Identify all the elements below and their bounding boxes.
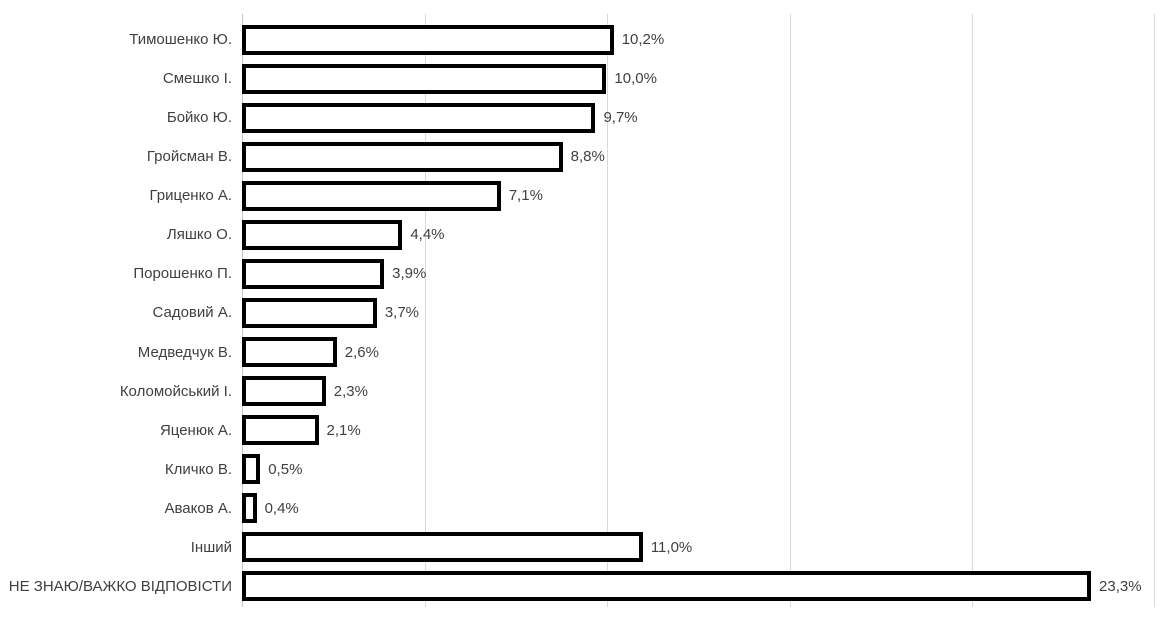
category-cell: НЕ ЗНАЮ/ВАЖКО ВІДПОВІСТИ bbox=[0, 578, 242, 595]
bar bbox=[242, 532, 643, 563]
bar bbox=[242, 337, 337, 368]
bar-row: Гройсман В. 8,8% bbox=[0, 137, 1153, 176]
value-label: 0,5% bbox=[268, 460, 303, 478]
bar bbox=[242, 376, 326, 407]
category-cell: Аваков А. bbox=[0, 500, 242, 517]
bar-row: Ляшко О. 4,4% bbox=[0, 215, 1153, 254]
value-label: 10,0% bbox=[614, 70, 657, 88]
bar-row: Порошенко П. 3,9% bbox=[0, 254, 1153, 293]
gridline bbox=[425, 14, 427, 607]
bar-row: Інший 11,0% bbox=[0, 528, 1153, 567]
category-cell: Тимошенко Ю. bbox=[0, 31, 242, 48]
category-cell: Смешко І. bbox=[0, 70, 242, 87]
bar-cell: 7,1% bbox=[242, 176, 1153, 215]
value-label: 8,8% bbox=[570, 148, 605, 166]
value-label: 23,3% bbox=[1099, 577, 1142, 595]
value-label: 3,7% bbox=[384, 304, 420, 322]
bar-row: Смешко І. 10,0% bbox=[0, 59, 1153, 98]
bar-cell: 2,3% bbox=[242, 372, 1153, 411]
bar-cell: 10,2% bbox=[242, 20, 1153, 59]
bar-cell: 4,4% bbox=[242, 215, 1153, 254]
category-label: Аваков А. bbox=[164, 499, 232, 517]
category-label: Ляшко О. bbox=[166, 226, 232, 244]
category-cell: Гройсман В. bbox=[0, 148, 242, 165]
gridline bbox=[1154, 14, 1155, 607]
category-label: Медведчук В. bbox=[137, 343, 232, 361]
value-label: 10,2% bbox=[621, 31, 665, 49]
category-label: Порошенко П. bbox=[133, 265, 232, 283]
category-label: Гройсман В. bbox=[146, 148, 232, 166]
gridline bbox=[789, 14, 791, 607]
bar-cell: 9,7% bbox=[242, 98, 1153, 137]
category-label: Коломойський І. bbox=[119, 382, 232, 400]
value-label: 2,3% bbox=[333, 382, 368, 400]
category-label: Смешко І. bbox=[162, 70, 232, 88]
category-cell: Коломойський І. bbox=[0, 383, 242, 400]
bar-cell: 8,8% bbox=[242, 137, 1153, 176]
bar-row: Бойко Ю. 9,7% bbox=[0, 98, 1153, 137]
category-cell: Медведчук В. bbox=[0, 344, 242, 361]
category-cell: Інший bbox=[0, 539, 242, 556]
bar-row: Садовий А. 3,7% bbox=[0, 293, 1153, 332]
bar bbox=[242, 141, 563, 172]
category-cell: Гриценко А. bbox=[0, 187, 242, 204]
bar bbox=[242, 63, 607, 94]
bar bbox=[242, 24, 614, 55]
category-cell: Кличко В. bbox=[0, 461, 242, 478]
category-label: НЕ ЗНАЮ/ВАЖКО ВІДПОВІСТИ bbox=[8, 577, 232, 595]
category-cell: Бойко Ю. bbox=[0, 109, 242, 126]
bar bbox=[242, 102, 596, 133]
category-cell: Ляшко О. bbox=[0, 226, 242, 243]
bar bbox=[242, 219, 403, 250]
bar-cell: 2,6% bbox=[242, 333, 1153, 372]
value-label: 4,4% bbox=[410, 226, 445, 244]
bar-cell: 0,4% bbox=[242, 489, 1153, 528]
bar-cell: 3,9% bbox=[242, 254, 1153, 293]
bar-row: Яценюк А. 2,1% bbox=[0, 411, 1153, 450]
bar-cell: 0,5% bbox=[242, 450, 1153, 489]
gridline bbox=[607, 14, 609, 607]
value-label: 2,1% bbox=[326, 421, 361, 439]
bar-row: Аваков А. 0,4% bbox=[0, 489, 1153, 528]
bar bbox=[242, 297, 377, 328]
value-label: 0,4% bbox=[264, 499, 299, 517]
category-label: Бойко Ю. bbox=[166, 109, 232, 127]
category-cell: Яценюк А. bbox=[0, 422, 242, 439]
bar bbox=[242, 415, 319, 446]
category-label: Гриценко А. bbox=[149, 187, 232, 205]
bar-row: Тимошенко Ю. 10,2% bbox=[0, 20, 1153, 59]
value-label: 3,9% bbox=[392, 265, 427, 283]
bar-row: НЕ ЗНАЮ/ВАЖКО ВІДПОВІСТИ 23,3% bbox=[0, 567, 1153, 606]
category-cell: Садовий А. bbox=[0, 304, 242, 321]
bar-row: Медведчук В. 2,6% bbox=[0, 333, 1153, 372]
gridline bbox=[971, 14, 973, 607]
bar-rows: Тимошенко Ю. 10,2% Смешко І. 10,0% Бойко… bbox=[0, 20, 1153, 606]
bar-cell: 2,1% bbox=[242, 411, 1153, 450]
value-label: 2,6% bbox=[344, 343, 379, 361]
value-label: 11,0% bbox=[650, 538, 693, 556]
bar bbox=[242, 454, 261, 485]
bar bbox=[242, 571, 1092, 602]
bar-cell: 3,7% bbox=[242, 293, 1153, 332]
bar bbox=[242, 493, 257, 524]
bar-cell: 23,3% bbox=[242, 567, 1153, 606]
bar bbox=[242, 258, 385, 289]
value-label: 7,1% bbox=[508, 187, 543, 205]
category-cell: Порошенко П. bbox=[0, 265, 242, 282]
bar-row: Гриценко А. 7,1% bbox=[0, 176, 1153, 215]
bar-cell: 10,0% bbox=[242, 59, 1153, 98]
bar-row: Кличко В. 0,5% bbox=[0, 450, 1153, 489]
category-label: Тимошенко Ю. bbox=[129, 31, 232, 49]
bar-row: Коломойський І. 2,3% bbox=[0, 372, 1153, 411]
value-label: 9,7% bbox=[603, 109, 638, 127]
bar-cell: 11,0% bbox=[242, 528, 1153, 567]
bar bbox=[242, 180, 501, 211]
category-label: Інший bbox=[190, 538, 232, 556]
category-label: Кличко В. bbox=[164, 460, 232, 478]
category-label: Яценюк А. bbox=[159, 421, 232, 439]
category-label: Садовий А. bbox=[152, 304, 232, 322]
